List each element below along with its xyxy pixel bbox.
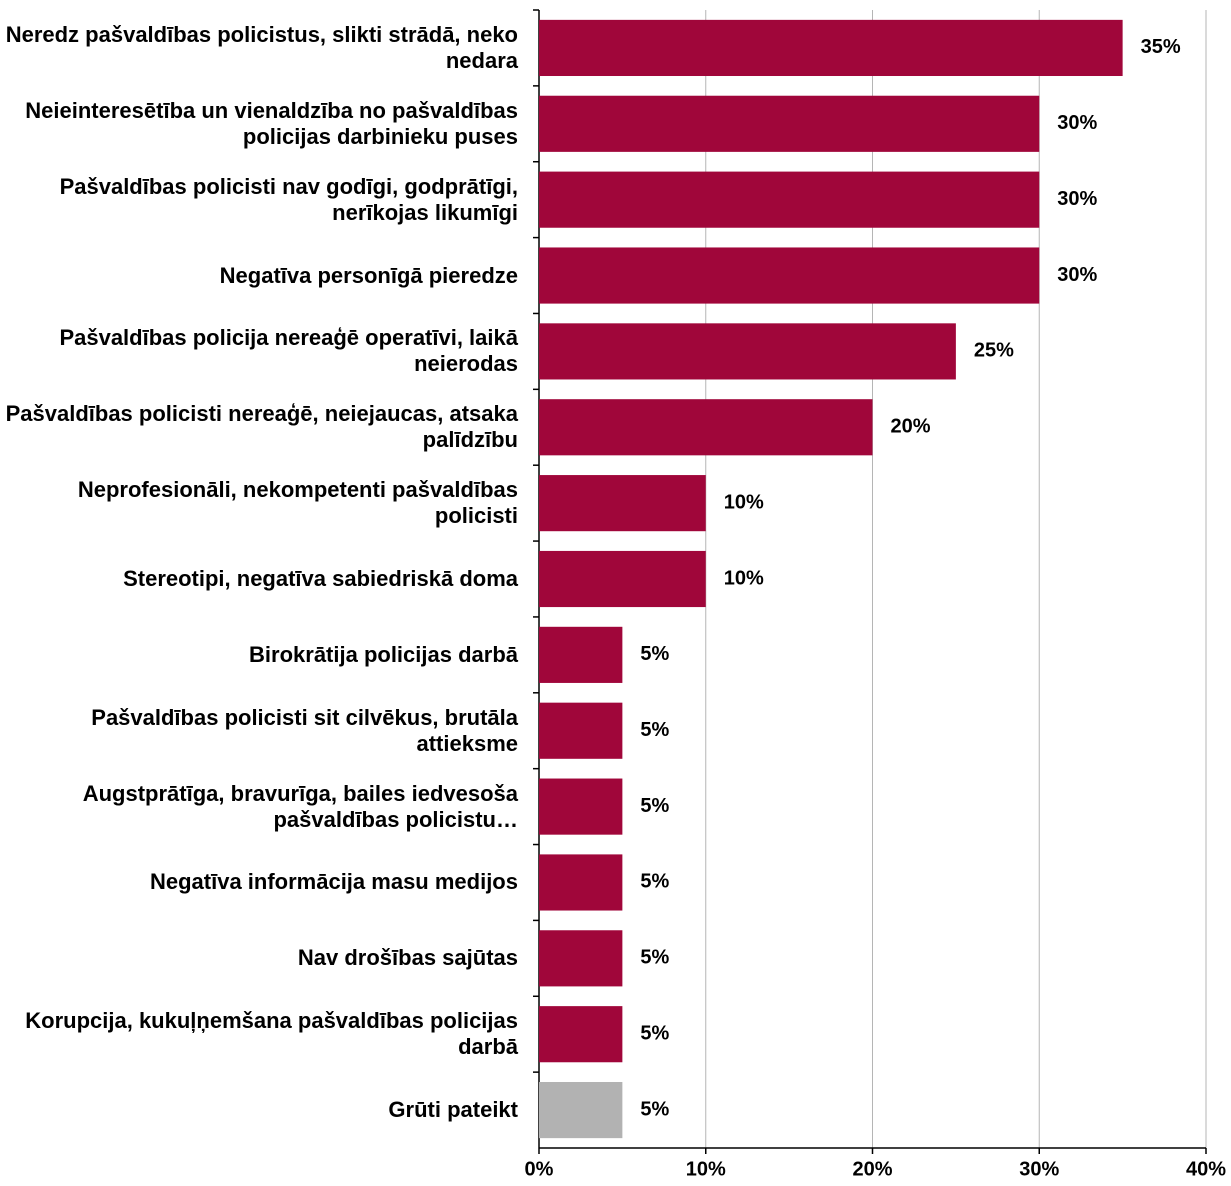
y-tick-label: Grūti pateikt: [388, 1097, 518, 1123]
y-tick-label: Pašvaldības policisti nav godīgi, godprā…: [59, 173, 518, 225]
value-label: 25%: [974, 340, 1014, 362]
value-label: 5%: [640, 719, 669, 741]
x-tick-label: 30%: [1019, 1158, 1059, 1180]
x-tick-label: 40%: [1186, 1158, 1226, 1180]
value-label: 10%: [724, 567, 764, 589]
bar: [539, 323, 956, 380]
value-label: 30%: [1057, 188, 1097, 210]
bar: [539, 550, 706, 608]
bar: [539, 626, 623, 683]
y-tick-label: Birokrātija policijas darbā: [249, 641, 518, 667]
bar: [539, 702, 623, 759]
y-tick-label: Nav drošības sajūtas: [297, 945, 518, 971]
bar: [539, 171, 1040, 228]
bar: [539, 854, 623, 911]
bar: [539, 930, 623, 987]
x-tick-label: 0%: [525, 1158, 554, 1180]
value-label: 5%: [640, 947, 669, 969]
bar: [539, 475, 706, 532]
value-label: 20%: [891, 416, 931, 438]
y-tick-label: Negatīva informācija masu medijos: [149, 869, 518, 895]
value-label: 35%: [1141, 36, 1181, 58]
value-label: 30%: [1057, 264, 1097, 286]
y-tick-label: Negatīva personīgā pieredze: [219, 262, 518, 288]
x-tick-label: 20%: [852, 1158, 892, 1180]
bar: [539, 95, 1040, 152]
bar: [539, 19, 1123, 77]
y-tick-label: Pašvaldības policija nereaģē operatīvi, …: [59, 325, 518, 377]
value-label: 10%: [724, 491, 764, 513]
y-tick-label: Stereotipi, negatīva sabiedriskā doma: [123, 565, 518, 591]
y-tick-label: Augstprātīga, bravurīga, bailes iedvesoš…: [82, 780, 518, 832]
value-label: 5%: [640, 643, 669, 665]
bar: [539, 1081, 623, 1139]
bar: [539, 247, 1040, 304]
y-tick-label: Pašvaldības policisti nereaģē, neiejauca…: [5, 401, 518, 453]
value-label: 5%: [640, 871, 669, 893]
value-label: 30%: [1057, 112, 1097, 134]
bar: [539, 1006, 623, 1063]
bar: [539, 778, 623, 835]
bar: [539, 399, 873, 456]
value-label: 5%: [640, 1022, 669, 1044]
value-label: 5%: [640, 795, 669, 817]
y-tick-label: Neredz pašvaldības policistus, slikti st…: [5, 21, 518, 73]
y-tick-label: Pašvaldības policisti sit cilvēkus, brut…: [91, 704, 518, 756]
x-tick-label: 10%: [686, 1158, 726, 1180]
y-tick-label: Neieinteresētība un vienaldzība no pašva…: [25, 97, 518, 149]
y-tick-label: Korupcija, kukuļņemšana pašvaldības poli…: [25, 1008, 518, 1060]
value-label: 5%: [640, 1098, 669, 1120]
y-tick-label: Neprofesionāli, nekompetenti pašvaldības…: [77, 477, 518, 529]
